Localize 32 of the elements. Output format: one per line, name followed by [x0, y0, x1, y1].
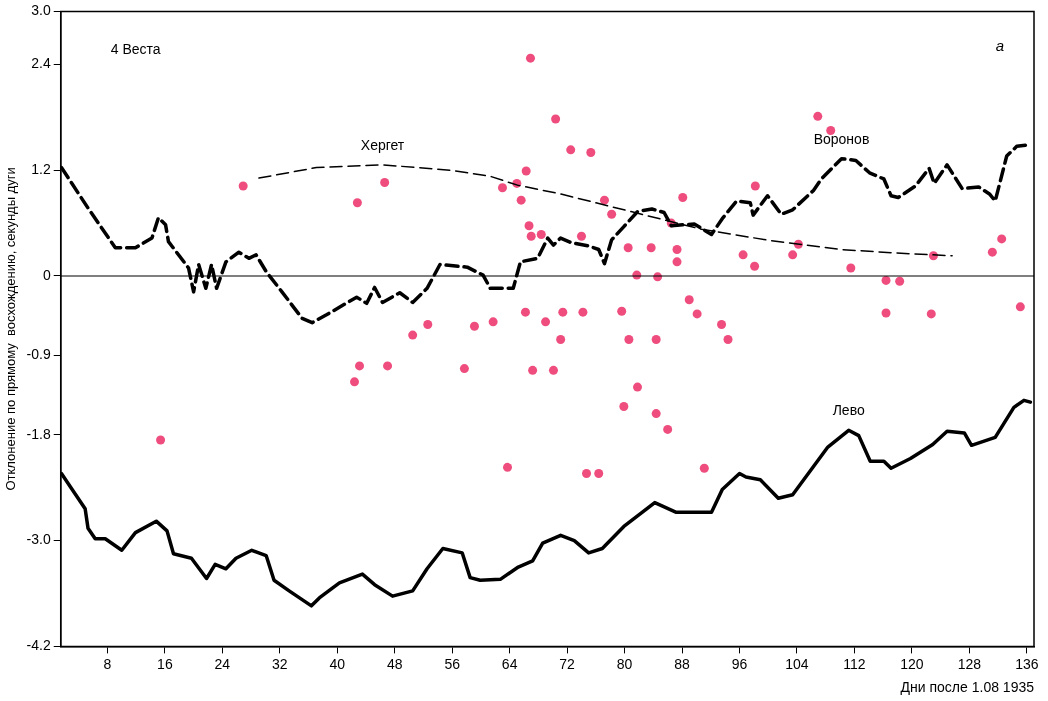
x-tick-label: 16 — [157, 655, 173, 672]
x-tick-label: 24 — [214, 655, 231, 672]
x-tick-label: 96 — [731, 655, 748, 672]
x-tick-label: 40 — [329, 655, 346, 672]
x-tick-label: 56 — [444, 655, 461, 672]
y-tick-label: 0 — [42, 266, 51, 283]
x-tick-label: 112 — [843, 655, 866, 672]
x-tick-label: 104 — [785, 655, 809, 672]
annotation: 4 Веста — [110, 41, 161, 58]
y-tick-label: 1.2 — [31, 161, 51, 178]
y-tick-label: -4.2 — [26, 637, 51, 654]
annotation: a — [995, 37, 1004, 55]
x-tick-label: 88 — [674, 655, 691, 672]
x-tick-label: 8 — [103, 655, 112, 672]
x-tick-label: 72 — [559, 655, 576, 672]
x-tick-label: 48 — [386, 655, 403, 672]
x-tick-label: 120 — [900, 655, 924, 672]
x-axis-title: Дни после 1.08 1935 — [900, 679, 1035, 696]
series-label: Хергет — [360, 136, 405, 153]
series-label: Воронов — [813, 130, 870, 147]
x-tick-label: 64 — [501, 655, 518, 672]
x-tick-label: 80 — [616, 655, 633, 672]
x-tick-label: 136 — [1015, 655, 1039, 672]
y-tick-label: -0.9 — [26, 346, 51, 363]
y-tick-label: -1.8 — [26, 425, 51, 442]
series-label: Лево — [832, 402, 865, 419]
y-axis-title: Отклонение по прямому восхождению, секунды дуги — [3, 167, 19, 491]
y-tick-label: 3.0 — [31, 2, 51, 19]
x-tick-label: 32 — [272, 655, 288, 672]
y-tick-label: -3.0 — [26, 531, 51, 548]
x-tick-label: 128 — [957, 655, 982, 672]
y-tick-label: 2.4 — [31, 55, 51, 72]
